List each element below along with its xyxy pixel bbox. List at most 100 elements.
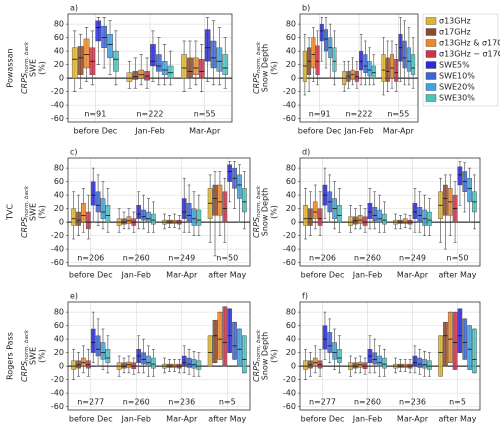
box — [357, 215, 363, 224]
y-tick-label: 80 — [54, 164, 64, 173]
y-axis-label: CRPSnorm, back — [252, 185, 262, 238]
sample-count: n=91 — [84, 110, 106, 119]
x-tick-label: before Dec — [298, 127, 342, 136]
box — [71, 47, 78, 79]
y-axis-label-sub: norm, back — [256, 329, 262, 361]
plot-frame — [299, 157, 481, 267]
y-axis-label-main: CRPS — [20, 217, 29, 238]
y-tick-label: 60 — [54, 321, 64, 330]
y-tick-label: -20 — [51, 231, 64, 240]
y-tick-label: 60 — [286, 33, 296, 42]
box — [311, 37, 316, 69]
box — [315, 45, 320, 75]
box — [402, 218, 408, 224]
box — [90, 328, 96, 353]
box — [377, 209, 382, 223]
box — [141, 209, 146, 221]
sample-count: n=260 — [354, 398, 381, 407]
plot-frame — [67, 301, 251, 411]
box — [359, 50, 364, 71]
y-tick-label: 40 — [286, 335, 296, 344]
panel-label: e) — [70, 292, 78, 301]
box — [187, 57, 193, 79]
y-tick-label: -40 — [283, 389, 296, 398]
y-tick-label: 60 — [286, 177, 296, 186]
sample-count: n=236 — [399, 398, 426, 407]
x-tick-label: after May — [438, 415, 476, 424]
box — [332, 47, 337, 72]
y-axis-label: (%) — [38, 349, 47, 363]
x-tick-label: after May — [208, 271, 246, 280]
box — [308, 208, 313, 226]
box — [212, 320, 218, 363]
legend-label: SWE20% — [439, 83, 475, 92]
box — [382, 213, 387, 225]
y-tick-label: 40 — [54, 335, 64, 344]
y-axis-label: CRPSnorm, back — [252, 329, 262, 382]
box — [126, 72, 133, 82]
y-axis-label-main: CRPS — [20, 361, 29, 382]
box — [467, 325, 472, 370]
y-tick-label: 40 — [286, 191, 296, 200]
box — [443, 322, 448, 367]
box — [81, 203, 86, 223]
y-tick-label: -60 — [51, 258, 64, 267]
sample-count: n=236 — [168, 398, 195, 407]
box — [105, 349, 111, 363]
legend-swatch — [425, 39, 437, 47]
x-tick-label: Jan-Feb — [352, 271, 382, 280]
box — [406, 47, 411, 72]
y-axis-label: Snow Depth — [261, 332, 270, 381]
box — [107, 34, 113, 59]
box — [196, 209, 202, 226]
box — [422, 209, 427, 226]
x-tick-label: Jan-Feb — [134, 127, 164, 136]
box — [217, 311, 223, 360]
panel-label: d) — [302, 148, 310, 157]
y-axis-label: CRPSnorm, back — [20, 185, 30, 238]
legend-swatch — [425, 28, 437, 36]
box — [472, 328, 477, 374]
box — [381, 54, 386, 82]
y-axis-label: SWE — [29, 203, 38, 221]
box — [371, 65, 376, 79]
box — [83, 38, 90, 69]
box — [411, 54, 416, 75]
y-tick-label: 80 — [286, 164, 296, 173]
y-axis-label-main: CRPS — [252, 217, 261, 238]
box — [363, 54, 368, 73]
box — [155, 54, 162, 72]
x-tick-label: Jan-Feb — [121, 415, 151, 424]
box — [210, 40, 217, 69]
box — [337, 349, 342, 363]
box — [90, 181, 96, 206]
panel-label: b) — [302, 4, 310, 13]
box — [382, 357, 387, 369]
y-axis-label: CRPSnorm, back — [252, 41, 262, 94]
panel-label: a) — [70, 4, 78, 13]
box — [447, 311, 453, 363]
box — [412, 355, 418, 367]
y-tick-label: 20 — [54, 60, 64, 69]
box — [71, 208, 76, 226]
y-axis-label: Snow Depth — [261, 188, 270, 237]
box — [372, 207, 378, 221]
x-tick-label: Mar-Apr — [166, 271, 198, 280]
y-axis-label-sub: norm, back — [24, 329, 30, 361]
x-tick-label: after May — [438, 271, 476, 280]
box — [146, 211, 151, 223]
legend-label: SWE10% — [439, 72, 475, 81]
sample-count: n=5 — [219, 398, 236, 407]
sample-count: n=260 — [354, 254, 381, 263]
box — [151, 213, 156, 225]
box — [196, 360, 202, 370]
y-axis-label: SWE — [29, 59, 38, 77]
x-tick-label: Mar-Apr — [189, 127, 221, 136]
sample-count: n=55 — [194, 110, 216, 119]
box — [217, 184, 223, 216]
box — [438, 335, 443, 377]
sample-count: n=222 — [345, 110, 372, 119]
legend-swatch — [425, 83, 437, 91]
box — [323, 29, 329, 52]
legend-swatch — [425, 94, 437, 102]
